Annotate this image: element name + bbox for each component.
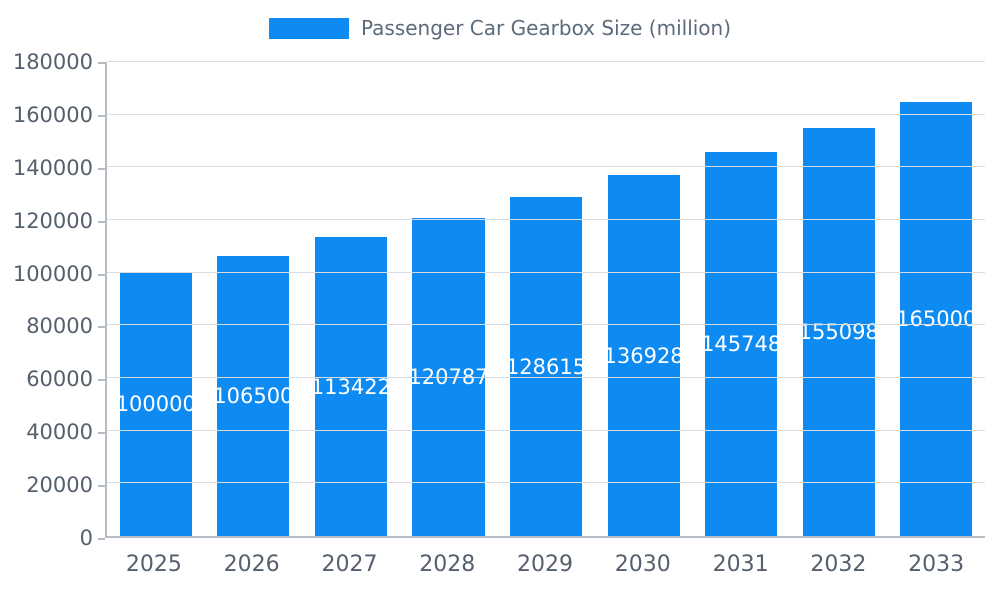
bar-value-label: 106500 (213, 383, 294, 408)
y-tick-mark (98, 485, 105, 488)
bar-value-label: 100000 (115, 392, 196, 417)
bar-2027: 113422 (311, 237, 391, 536)
y-gridline (107, 61, 985, 62)
bar-slot: 100000 (107, 62, 205, 536)
bar-value-label: 120787 (408, 364, 489, 389)
y-gridline (107, 482, 985, 484)
bar-slot: 106500 (205, 62, 303, 536)
y-axis-tick-label: 60000 (26, 367, 93, 392)
x-axis-tick-label: 2029 (517, 552, 574, 577)
y-tick-mark (98, 379, 105, 382)
bar-value-label: 113422 (310, 374, 391, 399)
bar-value-label: 165000 (896, 306, 977, 331)
x-axis-tick-label: 2031 (712, 552, 769, 577)
x-axis-tick-label: 2032 (810, 552, 867, 577)
bar-2031: 145748 (701, 152, 781, 536)
y-gridline (107, 271, 985, 273)
y-gridline (107, 429, 985, 431)
bar-slot: 165000 (888, 62, 986, 536)
bar-slot: 145748 (692, 62, 790, 536)
bar-2032: 155098 (799, 127, 879, 536)
bar-slot: 113422 (302, 62, 400, 536)
y-tick-mark (98, 432, 105, 435)
y-gridline (107, 166, 985, 168)
bar-slot: 120787 (400, 62, 498, 536)
y-tick-mark (98, 273, 105, 276)
bar-slot: 155098 (790, 62, 888, 536)
y-gridline (107, 113, 985, 115)
x-axis-tick-label: 2027 (321, 552, 378, 577)
y-axis-tick-label: 20000 (26, 473, 93, 498)
bar-value-label: 128615 (505, 354, 587, 379)
y-tick-mark (98, 220, 105, 223)
bar-2029: 128615 (506, 197, 586, 536)
x-axis-tick-label: 2030 (614, 552, 671, 577)
y-gridline (107, 324, 985, 326)
y-tick-mark (98, 538, 105, 540)
y-tick-mark (98, 326, 105, 329)
bar-value-label: 136928 (603, 343, 684, 368)
plot-area: 100000 106500 113422 120787 128615 136928 1457… (105, 61, 985, 538)
y-axis-tick-label: 140000 (12, 155, 93, 180)
bar-2026: 106500 (213, 255, 293, 536)
bar-2030: 136928 (604, 175, 684, 536)
y-axis-tick-label: 120000 (12, 208, 93, 233)
y-axis-tick-label: 160000 (12, 102, 93, 127)
bar-slot: 128615 (497, 62, 595, 536)
y-axis-tick-label: 0 (79, 526, 93, 550)
x-axis-tick-label: 2025 (125, 552, 182, 577)
y-tick-mark (98, 62, 105, 64)
bar-slot: 136928 (595, 62, 693, 536)
y-axis-tick-label: 80000 (26, 314, 93, 339)
bar-value-label: 155098 (798, 319, 879, 344)
legend-series-label: Passenger Car Gearbox Size (million) (360, 16, 732, 40)
chart-legend: Passenger Car Gearbox Size (million) (0, 16, 1000, 40)
y-axis-tick-label: 100000 (12, 261, 93, 286)
bar-value-label: 145748 (701, 332, 782, 357)
y-axis-tick-label: 180000 (12, 50, 93, 74)
bar-2033: 165000 (896, 101, 976, 536)
bars-container: 100000 106500 113422 120787 128615 136928 1457… (107, 62, 985, 536)
legend-color-swatch (268, 17, 349, 39)
x-axis-tick-label: 2028 (419, 552, 476, 577)
y-gridline (107, 219, 985, 221)
y-gridline (107, 377, 985, 379)
x-axis-labels: 2025 2026 2027 2028 2029 2030 2031 2032 2033 (105, 552, 985, 577)
x-axis-tick-label: 2026 (223, 552, 280, 577)
y-axis-tick-label: 40000 (26, 420, 93, 445)
y-tick-mark (98, 167, 105, 170)
bar-2025: 100000 (116, 272, 196, 536)
y-tick-mark (98, 114, 105, 117)
x-axis-tick-label: 2033 (908, 552, 965, 577)
